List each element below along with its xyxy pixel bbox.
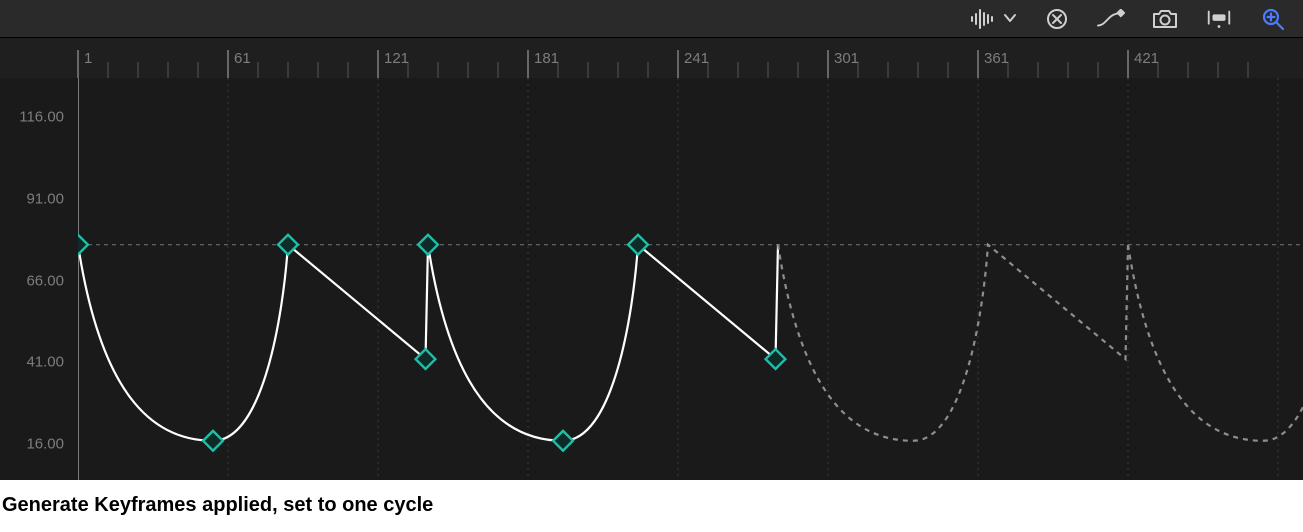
zoom-in-icon [1261,7,1285,31]
y-axis-value-label: 41.00 [26,354,64,371]
audio-waveform-icon [969,5,997,33]
scale-handles-icon [1205,9,1233,29]
editor-toolbar [0,0,1303,38]
curve-edit-icon [1097,9,1125,29]
curve-edit-button[interactable] [1097,5,1125,33]
y-axis-labels: 116.00 91.00 66.00 41.00 16.00 [0,78,78,480]
y-axis-value-label: 116.00 [19,109,64,126]
ruler-frame-label: 61 [234,50,251,67]
circle-x-icon [1045,7,1069,31]
ruler-frame-label: 1 [84,50,92,67]
y-axis-value-label: 66.00 [26,272,64,289]
ruler-frame-label: 361 [984,50,1009,67]
zoom-in-button[interactable] [1259,5,1287,33]
ruler-frame-label: 241 [684,50,709,67]
ruler-frame-label: 301 [834,50,859,67]
keyframe-editor: 1 61 121 181 241 301 361 421 116.00 91.00 66.00 41… [0,0,1303,480]
chevron-down-icon [1003,10,1017,28]
figure-caption: Generate Keyframes applied, set to one c… [0,480,1303,525]
ruler-frame-label: 421 [1134,50,1159,67]
y-axis-value-label: 91.00 [26,190,64,207]
clear-curve-button[interactable] [1043,5,1071,33]
curve-plot[interactable] [78,78,1303,480]
ruler-frame-label: 121 [384,50,409,67]
fit-scale-button[interactable] [1205,5,1233,33]
ruler-ticks [0,38,1303,78]
ruler-frame-label: 181 [534,50,559,67]
curve-svg [78,78,1303,480]
audio-behavior-dropdown[interactable] [969,5,1017,33]
snapshot-button[interactable] [1151,5,1179,33]
y-axis-value-label: 16.00 [26,436,64,453]
timeline-ruler[interactable]: 1 61 121 181 241 301 361 421 [0,38,1303,78]
curve-graph[interactable]: 116.00 91.00 66.00 41.00 16.00 [0,78,1303,480]
camera-icon [1152,8,1178,30]
